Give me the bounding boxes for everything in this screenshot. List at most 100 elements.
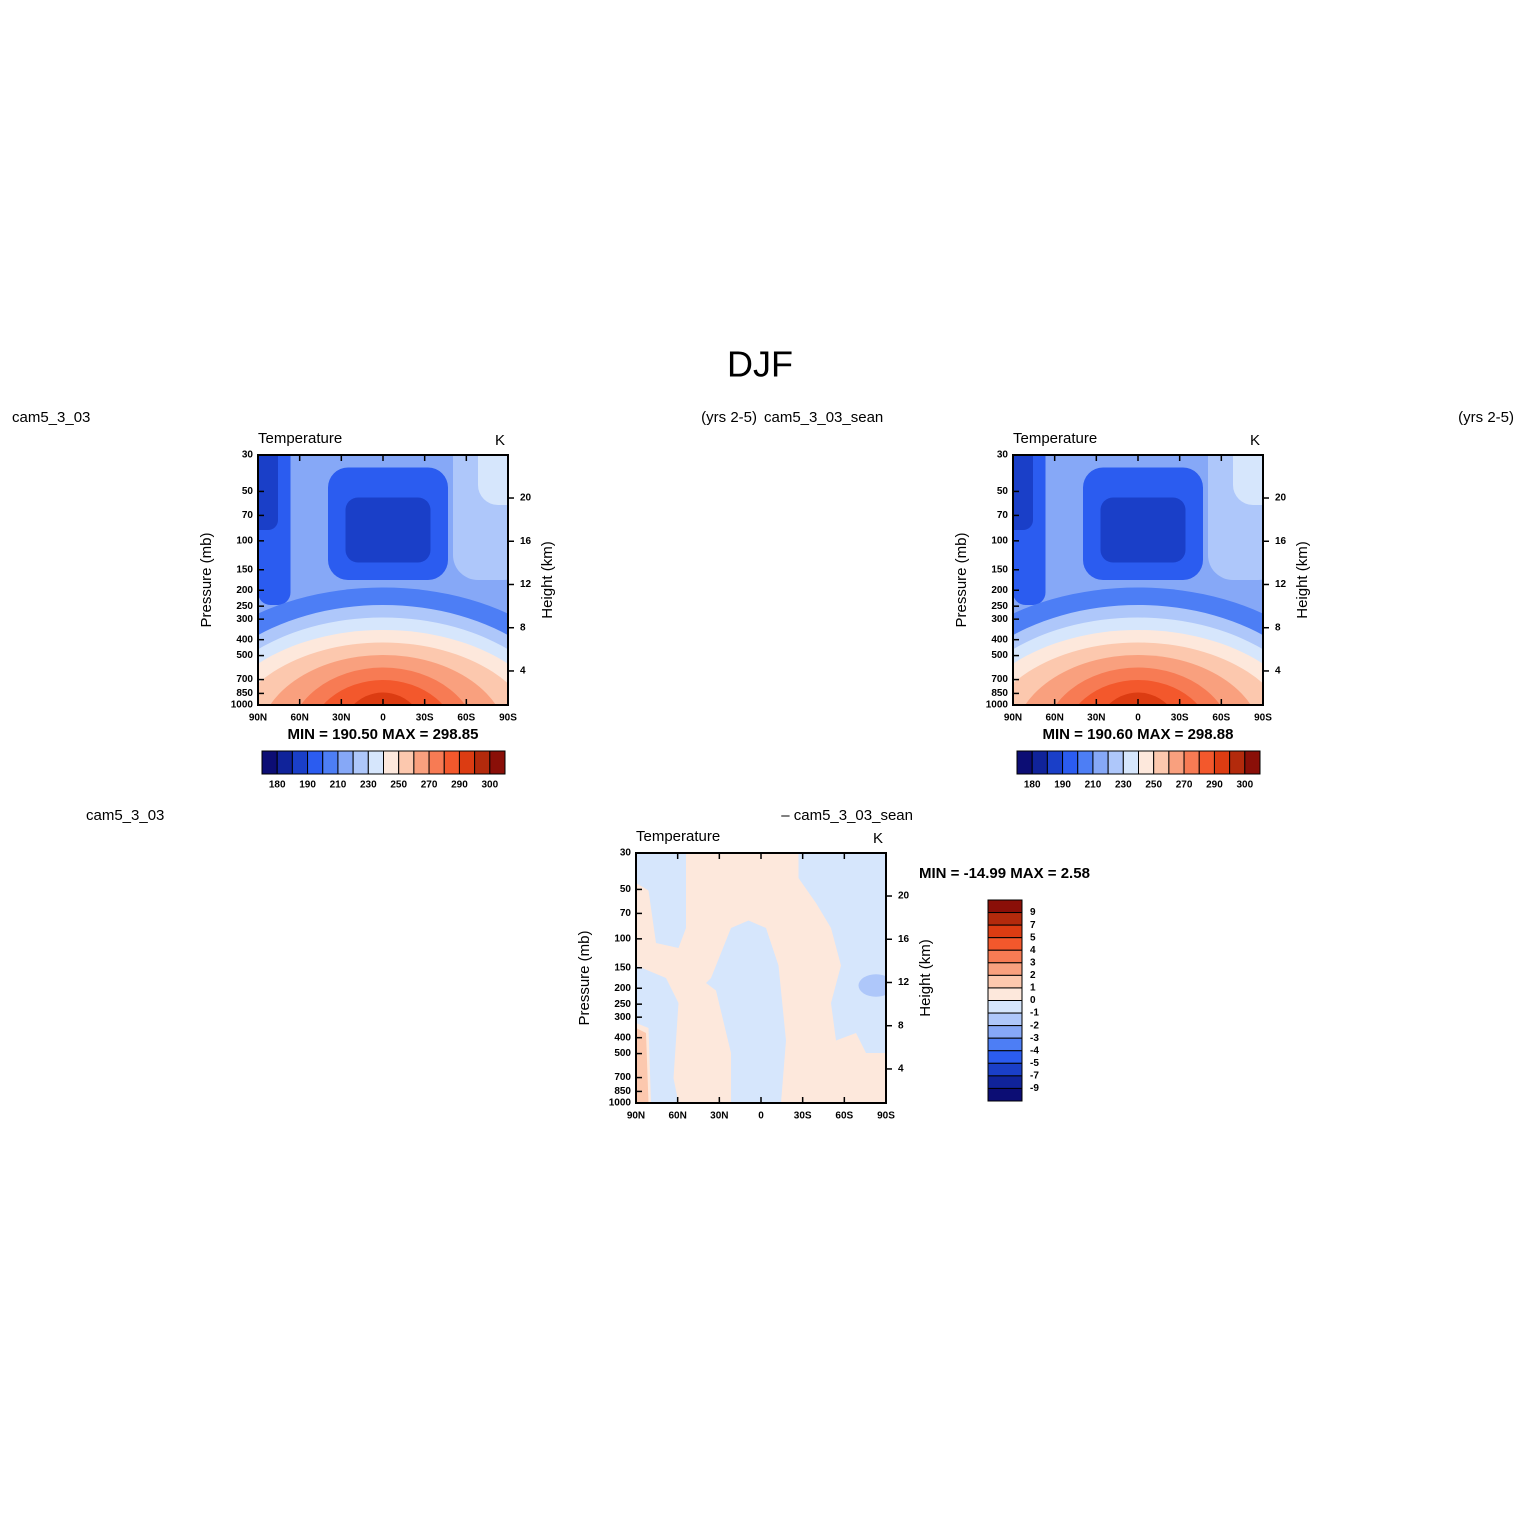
x-tick-label: 30N [1087,713,1105,724]
x-tick-label: 60N [1045,713,1063,724]
colorbar-box [1031,750,1048,775]
y2-tick-label: 20 [898,891,910,902]
y-tick-label: 500 [991,650,1008,661]
colorbar-box [987,912,1023,926]
colorbar-box [987,962,1023,976]
x-tick-label: 60S [457,713,475,724]
colorbar-box [1244,750,1261,775]
colorbar-box [1016,750,1033,775]
y2-tick-label: 8 [1275,622,1281,633]
colorbar-label: -3 [1030,1033,1039,1044]
units: K [495,432,505,449]
y2-tick-label: 20 [1275,493,1287,504]
contour-fill [636,1028,649,1103]
colorbar-box [987,899,1023,914]
colorbar-box [987,1000,1023,1014]
colorbar-box [398,750,415,775]
y-tick-label: 500 [236,650,253,661]
y-tick-label: 500 [614,1048,631,1059]
contour-fill [636,965,679,1103]
x-tick-label: 60N [668,1111,686,1122]
y-tick-label: 100 [991,535,1008,546]
y2-axis-label: Height (km) [917,939,934,1017]
colorbar-box [352,750,369,775]
y-tick-label: 150 [991,564,1008,575]
colorbar-box [1107,750,1124,775]
y-tick-label: 400 [991,634,1008,645]
colorbar-box [307,750,324,775]
colorbar-box [987,1012,1023,1027]
colorbar-label: 5 [1030,932,1036,943]
colorbar-label: 190 [1054,780,1071,791]
contour-fill [258,455,278,530]
units: K [873,830,883,847]
y-tick-label: 50 [620,884,632,895]
y-tick-label: 850 [236,688,253,699]
y-tick-label: 850 [614,1086,631,1097]
colorbar-label: 290 [451,780,468,791]
colorbar-label: -5 [1030,1058,1039,1069]
y-tick-label: 50 [997,486,1009,497]
colorbar-box [987,949,1023,964]
y-tick-label: 1000 [986,700,1009,711]
y-tick-label: 150 [614,962,631,973]
colorbar-label: 270 [421,780,438,791]
colorbar-box [413,750,430,775]
plot-title: Temperature [636,828,720,845]
contour-fill [1108,692,1168,705]
colorbar-label: 190 [299,780,316,791]
colorbar-box [987,1037,1023,1052]
contour-fill [706,920,786,1103]
x-tick-label: 90N [249,713,267,724]
colorbar-label: 1 [1030,983,1036,994]
colorbar-box [987,1075,1023,1089]
colorbar-box [367,750,384,775]
colorbar-box [1077,750,1094,775]
y2-axis-label: Height (km) [1294,541,1311,619]
contour-fill [353,692,413,705]
colorbar-label: -7 [1030,1071,1039,1082]
y-axis-label: Pressure (mb) [198,532,215,627]
y-tick-label: 30 [620,848,632,859]
y-tick-label: 700 [614,1072,631,1083]
y-tick-label: 70 [620,908,632,919]
colorbar-label: -9 [1030,1083,1039,1094]
colorbar-box [987,1025,1023,1039]
right-string: (yrs 2-5) [1458,409,1514,426]
colorbar-label: 250 [390,780,407,791]
colorbar-box [1168,750,1185,775]
x-tick-label: 90N [627,1111,645,1122]
contour-fill [798,853,886,1053]
colorbar-box [987,1050,1023,1064]
colorbar-box [1046,750,1064,775]
colorbar-box [1138,750,1155,775]
x-tick-label: 0 [758,1111,764,1122]
y-axis-label: Pressure (mb) [576,930,593,1025]
colorbar-box [987,937,1023,951]
contour-fill [858,974,886,997]
y-axis-label: Pressure (mb) [953,532,970,627]
figure-title: DJF [727,344,793,385]
colorbar-box [261,750,278,775]
colorbar-box [291,750,309,775]
colorbar-label: 180 [269,780,286,791]
min-max: MIN = 190.60 MAX = 298.88 [1043,726,1234,743]
x-tick-label: 90N [1004,713,1022,724]
contour-fill [1233,455,1263,505]
contour-field [1013,455,1263,705]
x-tick-label: 90S [1254,713,1272,724]
colorbar-label: 300 [481,780,498,791]
units: K [1250,432,1260,449]
min-max: MIN = 190.50 MAX = 298.85 [288,726,479,743]
colorbar-box [1153,750,1170,775]
x-tick-label: 30N [332,713,350,724]
y-tick-label: 200 [991,585,1008,596]
y-tick-label: 70 [242,510,254,521]
y-tick-label: 200 [614,983,631,994]
colorbar-box [987,1062,1023,1077]
left-string: cam5_3_03 [86,807,164,824]
y2-tick-label: 12 [1275,579,1287,590]
y-tick-label: 100 [236,535,253,546]
x-tick-label: 0 [1135,713,1141,724]
contour-fill [453,455,508,580]
